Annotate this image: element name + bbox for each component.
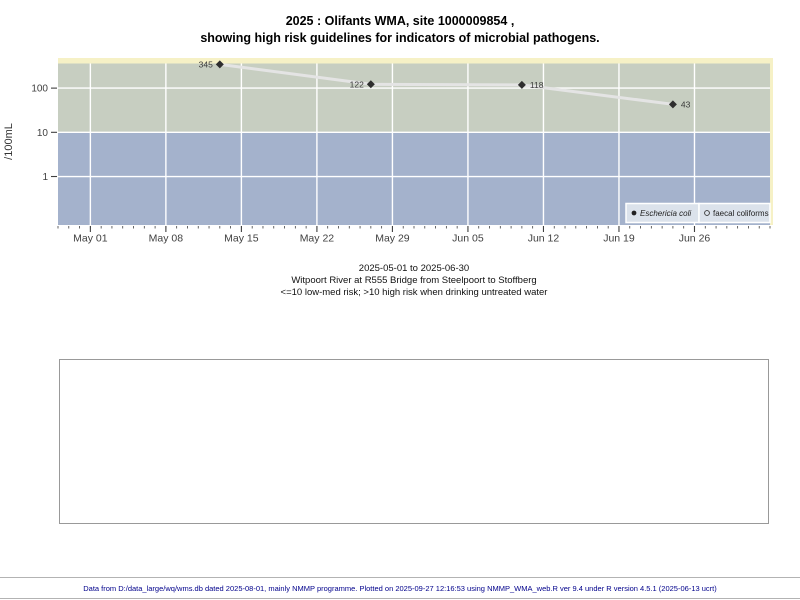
empty-results-panel <box>59 359 769 524</box>
y-tick-label: 100 <box>31 84 48 95</box>
data-point <box>366 80 375 89</box>
subtitle-date-range: 2025-05-01 to 2025-06-30 <box>358 263 470 274</box>
series-line <box>219 62 674 106</box>
x-tick-label: May 22 <box>300 233 335 245</box>
x-tick-label: Jun 12 <box>528 233 560 245</box>
data-point-label: 345 <box>199 59 213 69</box>
chart-title-line1: 2025 : Olifants WMA, site 1000009854 , <box>285 14 515 28</box>
x-tick-label: May 08 <box>149 233 184 245</box>
legend: Eschericia coli faecal coliforms <box>625 202 771 224</box>
chart-title: 2025 : Olifants WMA, site 1000009854 , s… <box>0 13 800 47</box>
legend-label: Eschericia coli <box>640 209 691 218</box>
data-point-label: 122 <box>350 79 364 89</box>
x-tick-label: May 29 <box>375 233 410 245</box>
y-tick-label: 10 <box>37 128 49 139</box>
legend-label: faecal coliforms <box>713 209 769 218</box>
chart-title-line2: showing high risk guidelines for indicat… <box>200 31 600 45</box>
gridlines <box>58 58 770 225</box>
x-tick-label: Jun 19 <box>603 233 635 245</box>
x-tick-label: Jun 05 <box>452 233 484 245</box>
data-point-label: 118 <box>530 80 544 90</box>
x-tick-label: May 15 <box>224 233 259 245</box>
y-axis-labels: 100 10 1 <box>31 84 57 183</box>
y-axis-label: /100mL <box>3 123 15 160</box>
open-circle-icon <box>704 210 710 216</box>
x-tick-label: Jun 26 <box>679 233 711 245</box>
subtitle-site-description: Witpoort River at R555 Bridge from Steel… <box>291 275 537 286</box>
high-risk-zone <box>58 58 770 133</box>
data-point <box>215 60 224 69</box>
microbial-indicator-chart: 345 122 118 43 May 01 May 08 May 15 May 22 May 2… <box>3 58 773 245</box>
legend-cell <box>698 202 771 224</box>
data-point-label: 43 <box>681 99 691 109</box>
subtitle-risk-note: <=10 low-med risk; >10 high risk when dr… <box>280 287 548 298</box>
extreme-strip-right <box>770 58 773 225</box>
filled-circle-icon <box>631 210 637 216</box>
x-tick-label: May 01 <box>73 233 108 245</box>
data-point <box>517 80 526 89</box>
x-axis-ticks <box>57 226 771 232</box>
footer-provenance-bar: Data from D:/data_large/wq/wms.db dated … <box>0 577 800 599</box>
y-tick-label: 1 <box>42 172 48 183</box>
data-point <box>668 100 677 109</box>
x-axis-labels: May 01 May 08 May 15 May 22 May 29 Jun 05 Jun … <box>73 233 710 245</box>
footer-text: Data from D:/data_large/wq/wms.db dated … <box>83 583 717 593</box>
chart-subtitle: 2025-05-01 to 2025-06-30 Witpoort River … <box>58 263 770 299</box>
extreme-strip-top <box>58 58 773 64</box>
